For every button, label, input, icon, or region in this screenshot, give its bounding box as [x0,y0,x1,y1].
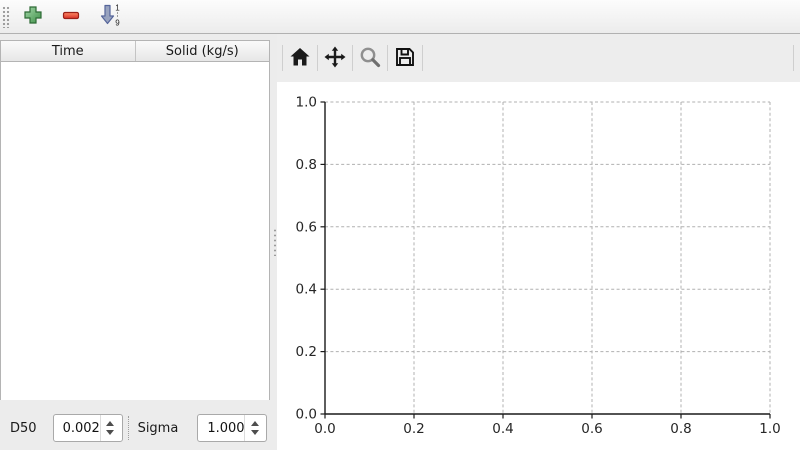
column-header-solid[interactable]: Solid (kg/s) [165,43,239,59]
main-toolbar: 1 9 [0,0,800,34]
x-tick-label: 0.0 [314,421,335,437]
toolbar-separator [352,45,353,71]
plot-pan-button[interactable] [322,45,348,71]
left-panel: Time Solid (kg/s) D50 Sigma [0,34,273,450]
add-row-button[interactable] [18,3,48,31]
home-icon [288,45,312,72]
plot-canvas[interactable]: 0.0 0.2 0.4 0.6 0.8 1.0 0.0 0.2 0.4 0.6 0.8 1.0 [277,82,800,450]
plot-home-button[interactable] [287,45,313,71]
y-tick-label: 0.0 [296,407,317,423]
y-tick-label: 0.2 [296,344,317,360]
toolbar-separator [422,45,423,71]
plot-zoom-button[interactable] [357,45,383,71]
column-header-time[interactable]: Time [1,41,136,61]
d50-spin-up-button[interactable] [106,421,115,426]
toolbar-separator [282,45,283,71]
table-body-empty[interactable] [1,62,269,400]
toolbar-separator [793,45,794,71]
minus-icon [61,5,81,28]
d50-spin-down-button[interactable] [106,430,115,435]
sort-badge-top: 1 [115,4,120,13]
form-separator [127,416,129,440]
x-tick-label: 0.2 [403,421,424,437]
panel-splitter [273,34,277,450]
sigma-spinbox[interactable] [197,414,268,442]
x-tick-label: 0.6 [581,421,602,437]
time-solid-table: Time Solid (kg/s) [0,40,270,400]
plus-icon [23,5,43,28]
sigma-label: Sigma [137,420,179,436]
y-tick-label: 0.6 [296,219,317,235]
sort-numeric-down-icon: 1 9 [98,2,124,31]
plot-nav-toolbar [277,34,800,82]
d50-spin-arrows [99,415,120,441]
d50-input[interactable] [53,420,100,436]
plot-save-button[interactable] [392,45,418,71]
sigma-input[interactable] [198,420,245,436]
floppy-save-icon [393,45,417,72]
d50-spinbox[interactable] [52,414,123,442]
splitter-handle[interactable] [273,228,277,256]
distribution-form: D50 Sigma [0,413,273,443]
sigma-spin-down-button[interactable] [250,430,259,435]
x-tick-label: 0.4 [492,421,513,437]
pan-arrows-icon [323,45,347,72]
y-tick-label: 0.4 [296,282,317,298]
d50-label: D50 [10,420,37,436]
y-tick-label: 1.0 [296,95,317,111]
y-tick-label: 0.8 [296,157,317,173]
plot-panel: 0.0 0.2 0.4 0.6 0.8 1.0 0.0 0.2 0.4 0.6 0.8 1.0 [277,34,800,450]
sort-rows-button[interactable]: 1 9 [94,3,128,31]
table-header-row: Time Solid (kg/s) [1,41,269,62]
magnifier-icon [358,45,382,72]
sigma-spin-arrows [244,415,264,441]
x-tick-label: 1.0 [759,421,780,437]
toolbar-separator [317,45,318,71]
sigma-spin-up-button[interactable] [250,421,259,426]
toolbar-grip-handle[interactable] [2,5,10,28]
remove-row-button[interactable] [56,3,86,31]
x-tick-label: 0.8 [670,421,691,437]
sort-badge-bottom: 9 [115,19,120,28]
toolbar-separator [387,45,388,71]
plot-svg[interactable]: 0.0 0.2 0.4 0.6 0.8 1.0 0.0 0.2 0.4 0.6 0.8 1.0 [277,82,800,450]
